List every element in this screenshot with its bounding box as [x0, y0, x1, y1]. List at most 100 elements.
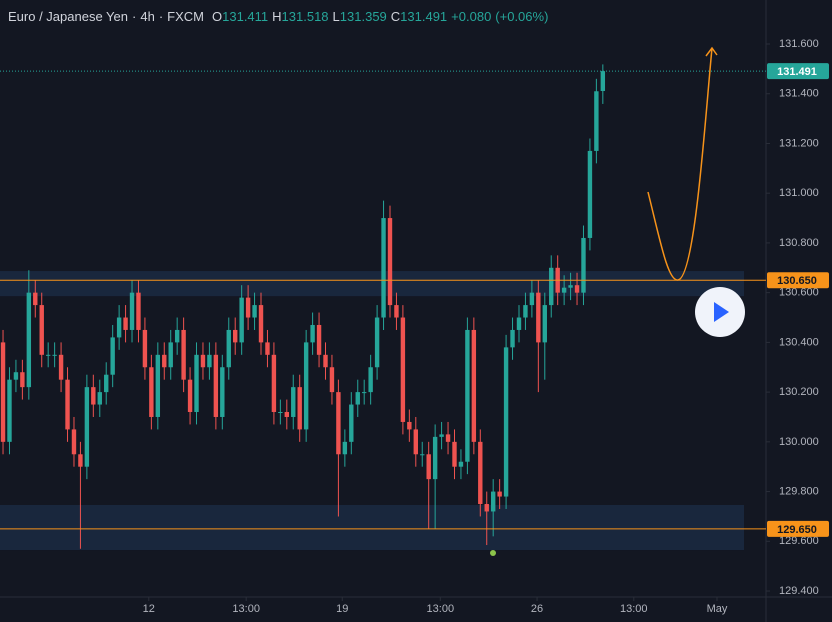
- y-tick-label: 131.000: [779, 187, 819, 199]
- candle-body: [561, 287, 567, 293]
- candle-body: [91, 387, 96, 405]
- source: FXCM: [167, 9, 204, 24]
- candle-body: [265, 342, 270, 355]
- candle-body: [323, 354, 328, 368]
- x-tick-label: 13:00: [620, 603, 648, 615]
- candle-body: [220, 367, 225, 417]
- candle-body: [239, 297, 244, 343]
- axes: 129.400 129.600 129.800 130.000 130.200 130.4…: [0, 38, 829, 615]
- candle-body: [65, 379, 70, 430]
- candle-body: [213, 354, 219, 417]
- candle-body: [452, 441, 457, 467]
- level-label-bg: [767, 520, 829, 537]
- ohlc-value: 131.518: [282, 9, 329, 24]
- candle-body: [194, 354, 199, 413]
- level-label: 130.650: [777, 275, 817, 287]
- y-tick-label: 131.400: [779, 88, 819, 100]
- y-tick-label: 130.800: [779, 237, 819, 249]
- y-tick-label: 130.400: [779, 336, 819, 348]
- candle-body: [484, 504, 489, 512]
- candle-body: [78, 454, 83, 467]
- change-pct: (+0.06%): [495, 9, 548, 24]
- ohlc-letter: L: [333, 9, 340, 24]
- y-tick-label: 129.600: [779, 535, 819, 547]
- candle-body: [291, 387, 296, 417]
- candle-body: [432, 436, 438, 480]
- ohlc-letter: O: [212, 9, 222, 24]
- candle-body: [400, 317, 406, 422]
- candle-body: [445, 434, 451, 442]
- low-marker: [490, 550, 496, 556]
- candle-body: [471, 329, 477, 442]
- candle-body: [84, 387, 90, 467]
- candle-body: [574, 285, 580, 293]
- y-tick-label: 130.000: [779, 436, 819, 448]
- ohlc-value: 131.359: [340, 9, 387, 24]
- candle-body: [142, 329, 148, 368]
- candle-body: [387, 218, 393, 306]
- candle-body: [336, 392, 341, 455]
- zone: [0, 271, 744, 297]
- candle-body: [368, 367, 373, 393]
- candle-body: [52, 354, 57, 356]
- candle-body: [394, 305, 399, 318]
- candle-body: [58, 354, 64, 380]
- candle-body: [303, 342, 309, 430]
- y-tick-label: 131.200: [779, 137, 819, 149]
- zone: [0, 505, 744, 551]
- candle-body: [97, 392, 102, 405]
- candle-body: [381, 218, 386, 318]
- y-tick-label: 131.600: [779, 38, 819, 50]
- candle-body: [600, 71, 606, 92]
- candle-body: [349, 404, 354, 442]
- candle-body: [168, 342, 173, 368]
- candle-body: [458, 461, 464, 467]
- play-icon[interactable]: [714, 302, 729, 322]
- x-tick-label: 13:00: [232, 603, 260, 615]
- candle-body: [581, 237, 586, 293]
- candle-body: [174, 329, 180, 343]
- candle-body: [407, 421, 412, 430]
- candle-body: [149, 367, 154, 417]
- candle-body: [7, 379, 12, 442]
- candle-body: [33, 292, 38, 306]
- change: +0.080: [451, 9, 491, 24]
- candle-body: [516, 317, 522, 330]
- candle-body: [284, 412, 290, 417]
- candle-body: [245, 297, 251, 318]
- candle-body: [329, 367, 335, 393]
- candle-body: [542, 305, 547, 343]
- candle-body: [110, 337, 115, 375]
- projection-arrowhead: [705, 46, 718, 57]
- candle-body: [310, 324, 315, 343]
- candle-body: [116, 317, 122, 338]
- x-tick-label: 19: [336, 603, 348, 615]
- symbol-header: Euro / Japanese Yen · 4h · FXCM O131.411 H131.…: [8, 9, 548, 24]
- candle-body: [523, 305, 528, 318]
- level-label: 129.650: [777, 524, 817, 536]
- candle-body: [226, 329, 231, 368]
- x-tick-label: May: [707, 603, 728, 615]
- candle-body: [536, 292, 541, 343]
- candle-body: [123, 317, 128, 330]
- candle-body: [181, 329, 186, 380]
- candle-body: [187, 379, 193, 413]
- ohlc-letter: H: [272, 9, 281, 24]
- candles: [0, 64, 606, 549]
- candle-body: [0, 342, 6, 442]
- candle-body: [129, 292, 135, 330]
- candle-body: [587, 150, 593, 238]
- candle-body: [439, 434, 444, 437]
- candle-body: [71, 429, 77, 455]
- candle-body: [297, 387, 302, 430]
- replay-button[interactable]: [695, 287, 745, 337]
- projection-curve: [647, 47, 713, 281]
- candle-body: [342, 441, 348, 455]
- candle-body: [278, 412, 283, 414]
- candle-body: [355, 392, 360, 405]
- candle-body: [162, 354, 167, 368]
- candle-body: [45, 354, 51, 356]
- ohlc-value: 131.411: [222, 9, 268, 24]
- candle-body: [136, 292, 141, 330]
